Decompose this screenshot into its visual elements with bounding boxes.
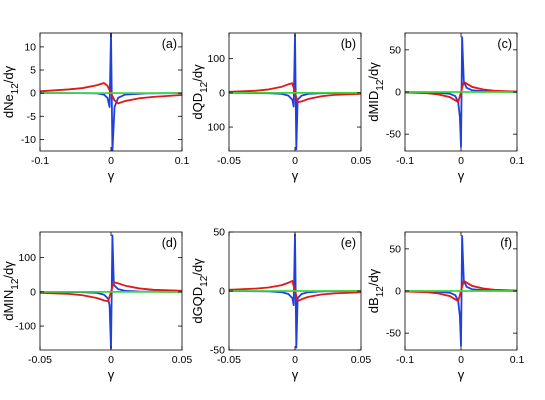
y-tick-label: 50 bbox=[389, 44, 401, 56]
x-tick-label: 0 bbox=[292, 354, 298, 366]
chart-panel-4: -0.05 0 0.05 -100 0 100 γ dMIN12/dγ (d) bbox=[1, 231, 193, 382]
y-tick-label: -50 bbox=[386, 328, 401, 340]
series-group bbox=[40, 234, 182, 350]
x-tick-label: -0.05 bbox=[217, 354, 241, 366]
y-tick-label: -100 bbox=[15, 321, 36, 333]
y-axis-label-subscript: 12 bbox=[10, 83, 21, 95]
x-tick-label: -0.1 bbox=[31, 155, 49, 167]
x-tick-label: 0 bbox=[292, 155, 298, 167]
x-axis-label: γ bbox=[292, 367, 299, 382]
x-tick-label: 0.05 bbox=[172, 354, 193, 366]
y-axis-label-tail: /dγ bbox=[366, 268, 381, 286]
x-tick-label: 0.05 bbox=[351, 155, 372, 167]
y-tick-label: -10 bbox=[21, 134, 36, 146]
x-axis-label: γ bbox=[108, 367, 115, 382]
panel-label: (d) bbox=[162, 236, 177, 250]
x-axis-label: γ bbox=[108, 168, 115, 183]
y-axis-label-base: dMIN bbox=[1, 290, 16, 321]
y-tick-label: -50 bbox=[210, 345, 225, 357]
series-line-1 bbox=[405, 36, 517, 148]
y-axis-label-subscript: 12 bbox=[375, 286, 386, 298]
x-tick-label: 0 bbox=[458, 354, 464, 366]
y-tick-label: 0 bbox=[395, 286, 401, 298]
y-axis-label: dMIN12/dγ bbox=[1, 261, 21, 321]
y-axis-label-tail: /dγ bbox=[1, 261, 16, 279]
y-axis-label-base: dQD bbox=[190, 93, 205, 120]
series-group bbox=[40, 33, 182, 151]
panel-label: (a) bbox=[162, 37, 177, 51]
y-axis-label-base: dMID bbox=[366, 91, 381, 122]
y-tick-label: -50 bbox=[386, 129, 401, 141]
x-tick-label: 0 bbox=[108, 354, 114, 366]
x-tick-label: 0.1 bbox=[175, 155, 190, 167]
x-tick-label: -0.05 bbox=[28, 354, 52, 366]
y-tick-label: 0 bbox=[30, 88, 36, 100]
x-tick-label: -0.05 bbox=[217, 155, 241, 167]
chart-panel-1: -0.1 0 0.1 -10 -5 0 5 10 γ dNe12/dγ (a) bbox=[1, 32, 190, 183]
y-axis-label: dQD12/dγ bbox=[190, 64, 210, 120]
y-tick-label: 0 bbox=[219, 286, 225, 298]
x-tick-label: 0.05 bbox=[351, 354, 372, 366]
series-group bbox=[229, 33, 361, 151]
y-axis-label: dMID12/dγ bbox=[366, 62, 386, 122]
panel-label: (b) bbox=[341, 37, 356, 51]
y-tick-label: -5 bbox=[27, 111, 36, 123]
x-tick-label: 0.1 bbox=[510, 354, 525, 366]
y-tick-label: 100 bbox=[207, 122, 225, 134]
series-group bbox=[405, 235, 517, 347]
y-axis-label-tail: /dγ bbox=[1, 65, 16, 83]
y-axis-label: dGQD12/dγ bbox=[190, 258, 210, 324]
x-axis-label: γ bbox=[458, 168, 465, 183]
y-axis-label-subscript: 12 bbox=[199, 81, 210, 93]
y-tick-label: 10 bbox=[24, 41, 36, 53]
y-axis-label: dB12/dγ bbox=[366, 268, 386, 313]
series-group bbox=[405, 36, 517, 148]
x-axis-label: γ bbox=[292, 168, 299, 183]
y-tick-label: 5 bbox=[30, 65, 36, 77]
y-tick-label: 0 bbox=[219, 87, 225, 99]
y-tick-label: 50 bbox=[213, 227, 225, 239]
x-tick-label: -0.1 bbox=[396, 354, 414, 366]
y-axis-label-tail: /dγ bbox=[190, 258, 205, 276]
y-axis-label-base: dNe bbox=[1, 94, 16, 118]
y-axis-label-tail: /dγ bbox=[366, 62, 381, 80]
x-tick-label: 0.1 bbox=[510, 155, 525, 167]
y-axis-label-base: dGQD bbox=[190, 287, 205, 324]
y-axis-label-tail: /dγ bbox=[190, 64, 205, 82]
y-axis-label-subscript: 12 bbox=[375, 79, 386, 91]
panel-label: (f) bbox=[500, 236, 512, 250]
chart-panel-5: -0.05 0 0.05 -50 0 50 γ dGQD12/dγ (e) bbox=[190, 227, 371, 383]
panel-label: (e) bbox=[341, 236, 356, 250]
x-axis-label: γ bbox=[458, 367, 465, 382]
y-axis-label-subscript: 12 bbox=[199, 275, 210, 287]
x-tick-label: 0 bbox=[458, 155, 464, 167]
series-line-1 bbox=[405, 235, 517, 347]
panel-label: (c) bbox=[497, 37, 512, 51]
y-tick-label: 50 bbox=[389, 243, 401, 255]
y-tick-label: 100 bbox=[207, 53, 225, 65]
chart-panel-6: -0.1 0 0.1 -50 0 50 γ dB12/dγ (f) bbox=[366, 231, 525, 382]
x-tick-label: 0 bbox=[108, 155, 114, 167]
chart-panel-3: -0.1 0 0.1 -50 0 50 γ dMID12/dγ (c) bbox=[366, 32, 525, 183]
y-tick-label: 0 bbox=[395, 87, 401, 99]
y-tick-label: 0 bbox=[30, 286, 36, 298]
y-axis-label-subscript: 12 bbox=[10, 278, 21, 290]
y-axis-label: dNe12/dγ bbox=[1, 65, 21, 118]
x-tick-label: -0.1 bbox=[396, 155, 414, 167]
y-axis-label-base: dB bbox=[366, 297, 381, 313]
y-tick-label: 100 bbox=[18, 252, 36, 264]
chart-panel-2: -0.05 0 0.05 100 0 100 γ dQD12/dγ (b) bbox=[190, 32, 372, 183]
series-group bbox=[229, 233, 361, 349]
